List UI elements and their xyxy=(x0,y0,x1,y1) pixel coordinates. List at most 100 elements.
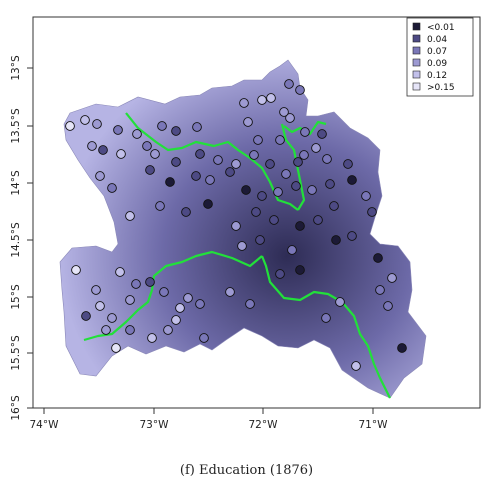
y-tick-label: 14°S xyxy=(10,170,22,196)
sample-point xyxy=(387,273,397,283)
sample-point xyxy=(92,119,102,129)
legend-swatch xyxy=(412,58,421,67)
y-tick-label: 15°S xyxy=(10,284,22,310)
sample-point xyxy=(87,141,97,151)
sample-point xyxy=(225,287,235,297)
sample-point xyxy=(275,135,285,145)
sample-point xyxy=(397,343,407,353)
legend-label: 0.12 xyxy=(427,71,447,81)
sample-point xyxy=(150,149,160,159)
sample-point xyxy=(251,207,261,217)
legend-label: >0.15 xyxy=(427,83,455,93)
sample-point xyxy=(317,129,327,139)
y-tick-label: 13.5°S xyxy=(10,108,22,144)
sample-point xyxy=(191,171,201,181)
sample-point xyxy=(159,287,169,297)
sample-point xyxy=(295,85,305,95)
sample-point xyxy=(65,121,75,131)
sample-point xyxy=(351,361,361,371)
sample-point xyxy=(101,325,111,335)
legend-swatch xyxy=(412,82,421,91)
sample-point xyxy=(329,201,339,211)
legend: <0.01 0.04 0.07 0.09 0.12 >0.15 xyxy=(406,17,474,97)
sample-point xyxy=(295,265,305,275)
y-tick-label: 14.5°S xyxy=(10,222,22,258)
sample-point xyxy=(335,297,345,307)
sample-point xyxy=(322,154,332,164)
sample-point xyxy=(266,93,276,103)
legend-label: <0.01 xyxy=(427,23,455,33)
sample-point xyxy=(307,185,317,195)
sample-point xyxy=(347,175,357,185)
sample-point xyxy=(111,343,121,353)
sample-point xyxy=(163,325,173,335)
sample-point xyxy=(91,285,101,295)
sample-point xyxy=(157,121,167,131)
sample-point xyxy=(95,301,105,311)
sample-point xyxy=(299,150,309,160)
legend-swatch xyxy=(412,46,421,55)
sample-point xyxy=(281,169,291,179)
sample-point xyxy=(115,267,125,277)
sample-point xyxy=(199,333,209,343)
sample-point xyxy=(257,191,267,201)
x-tick-label: 74°W xyxy=(30,419,60,431)
sample-point xyxy=(142,141,152,151)
sample-point xyxy=(253,135,263,145)
sample-point xyxy=(300,127,310,137)
sample-point xyxy=(132,129,142,139)
sample-point xyxy=(80,115,90,125)
boundary-south xyxy=(260,255,391,399)
x-tick-label: 73°W xyxy=(140,419,170,431)
sample-point xyxy=(171,315,181,325)
sample-point xyxy=(125,295,135,305)
sample-point xyxy=(291,181,301,191)
y-tick-label: 15.5°S xyxy=(10,335,22,371)
sample-point xyxy=(321,313,331,323)
sample-point xyxy=(205,175,215,185)
sample-point xyxy=(257,95,267,105)
sample-point xyxy=(213,155,223,165)
sample-point xyxy=(225,167,235,177)
legend-swatch xyxy=(412,34,421,43)
sample-point xyxy=(313,215,323,225)
sample-point xyxy=(113,125,123,135)
sample-point xyxy=(285,113,295,123)
sample-point xyxy=(125,211,135,221)
y-axis: 13°S 13.5°S 14°S 14.5°S 15°S 15.5°S 16°S xyxy=(10,55,33,421)
sample-point xyxy=(383,301,393,311)
sample-point xyxy=(311,143,321,153)
y-tick-label: 13°S xyxy=(10,55,22,81)
sample-point xyxy=(241,185,251,195)
legend-swatch xyxy=(412,70,421,79)
sample-point xyxy=(325,179,335,189)
x-tick-label: 72°W xyxy=(249,419,279,431)
sample-point xyxy=(343,159,353,169)
sample-point xyxy=(373,253,383,263)
sample-points xyxy=(65,79,407,371)
legend-swatch xyxy=(412,22,421,31)
sample-point xyxy=(331,235,341,245)
legend-label: 0.07 xyxy=(427,47,447,57)
sample-point xyxy=(347,231,357,241)
x-tick-label: 71°W xyxy=(359,419,389,431)
sample-point xyxy=(147,333,157,343)
sample-point xyxy=(295,221,305,231)
sample-point xyxy=(269,215,279,225)
sample-point xyxy=(192,122,202,132)
sample-point xyxy=(293,157,303,167)
sample-point xyxy=(375,285,385,295)
sample-point xyxy=(203,199,213,209)
legend-label: 0.04 xyxy=(427,35,447,45)
sample-point xyxy=(125,325,135,335)
sample-point xyxy=(98,145,108,155)
sample-point xyxy=(255,235,265,245)
sample-point xyxy=(131,279,141,289)
sample-point xyxy=(81,311,91,321)
sample-point xyxy=(107,313,117,323)
sample-point xyxy=(107,183,117,193)
sample-point xyxy=(183,293,193,303)
sample-point xyxy=(265,159,275,169)
sample-point xyxy=(145,277,155,287)
